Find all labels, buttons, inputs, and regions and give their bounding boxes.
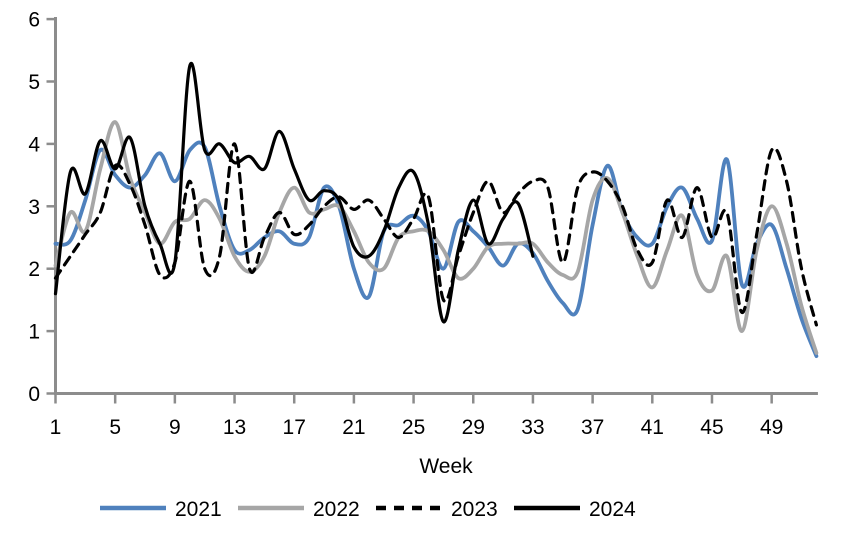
x-tick-label: 33 [521,416,544,439]
y-tick-label: 0 [28,383,40,406]
legend-label-2022: 2022 [313,498,360,521]
y-axis: 0 1 2 3 4 5 6 [28,9,57,406]
y-tick-label: 5 [28,71,40,94]
x-tick-label: 5 [109,416,121,439]
x-tick-label: 9 [169,416,181,439]
x-tick-label: 45 [700,416,723,439]
x-tick-label: 1 [50,416,62,439]
y-tick-label: 3 [28,196,40,219]
series-line-2024 [53,61,535,324]
y-tick-label: 4 [28,133,40,156]
legend-label-2024: 2024 [589,498,636,521]
x-tick-label: 41 [641,416,664,439]
legend-label-2021: 2021 [175,498,222,521]
x-axis-title: Week [419,455,473,478]
x-tick-label: 21 [342,416,365,439]
y-tick-label: 1 [28,321,40,344]
y-tick-label: 2 [28,258,40,281]
x-tick-label: 37 [581,416,604,439]
series-line-2021 [53,140,819,358]
legend: 2021 2022 2023 2024 [100,498,636,521]
y-tick-label: 6 [28,9,40,32]
x-axis: 1 5 9 13 17 21 25 29 33 37 41 45 49 [50,392,818,439]
x-tick-label: 29 [462,416,485,439]
x-tick-label: 17 [283,416,306,439]
x-tick-label: 49 [760,416,783,439]
legend-label-2023: 2023 [451,498,498,521]
x-tick-label: 25 [402,416,425,439]
x-tick-label: 13 [223,416,246,439]
series-lines [53,61,819,358]
series-line-2023 [53,142,818,327]
